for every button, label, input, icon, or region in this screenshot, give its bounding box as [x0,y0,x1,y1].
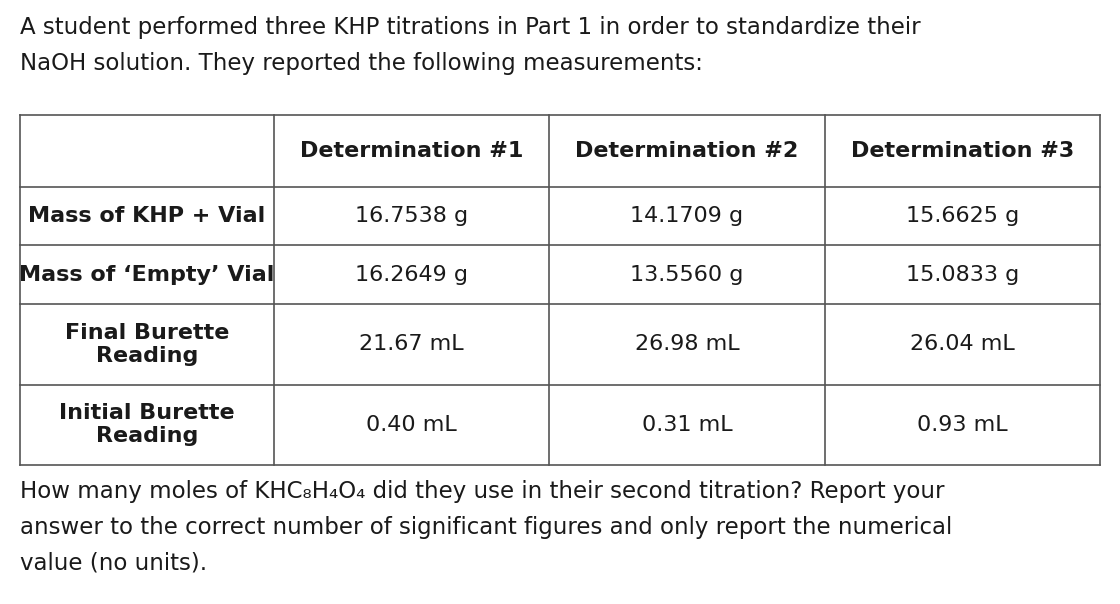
Text: Final Burette
Reading: Final Burette Reading [65,323,230,366]
Text: Determination #1: Determination #1 [300,141,523,161]
Text: Mass of ‘Empty’ Vial: Mass of ‘Empty’ Vial [19,265,274,284]
Text: 16.2649 g: 16.2649 g [355,265,468,284]
Text: How many moles of KHC₈H₄O₄ did they use in their second titration? Report your: How many moles of KHC₈H₄O₄ did they use … [20,480,944,503]
Text: value (no units).: value (no units). [20,552,207,575]
Text: 26.98 mL: 26.98 mL [635,335,739,355]
Text: 15.6625 g: 15.6625 g [906,206,1019,226]
Text: 0.40 mL: 0.40 mL [366,415,457,435]
Text: NaOH solution. They reported the following measurements:: NaOH solution. They reported the followi… [20,52,703,75]
Text: 13.5560 g: 13.5560 g [631,265,744,284]
Text: 16.7538 g: 16.7538 g [355,206,468,226]
Text: Determination #3: Determination #3 [850,141,1074,161]
Text: Initial Burette
Reading: Initial Burette Reading [59,403,235,446]
Text: answer to the correct number of significant figures and only report the numerica: answer to the correct number of signific… [20,516,952,539]
Text: Mass of KHP + Vial: Mass of KHP + Vial [28,206,265,226]
Text: 26.04 mL: 26.04 mL [909,335,1015,355]
Text: 0.31 mL: 0.31 mL [642,415,732,435]
Text: Determination #2: Determination #2 [576,141,799,161]
Text: 15.0833 g: 15.0833 g [906,265,1019,284]
Text: 21.67 mL: 21.67 mL [360,335,464,355]
Text: 0.93 mL: 0.93 mL [917,415,1008,435]
Text: 14.1709 g: 14.1709 g [631,206,744,226]
Text: A student performed three KHP titrations in Part 1 in order to standardize their: A student performed three KHP titrations… [20,16,921,39]
